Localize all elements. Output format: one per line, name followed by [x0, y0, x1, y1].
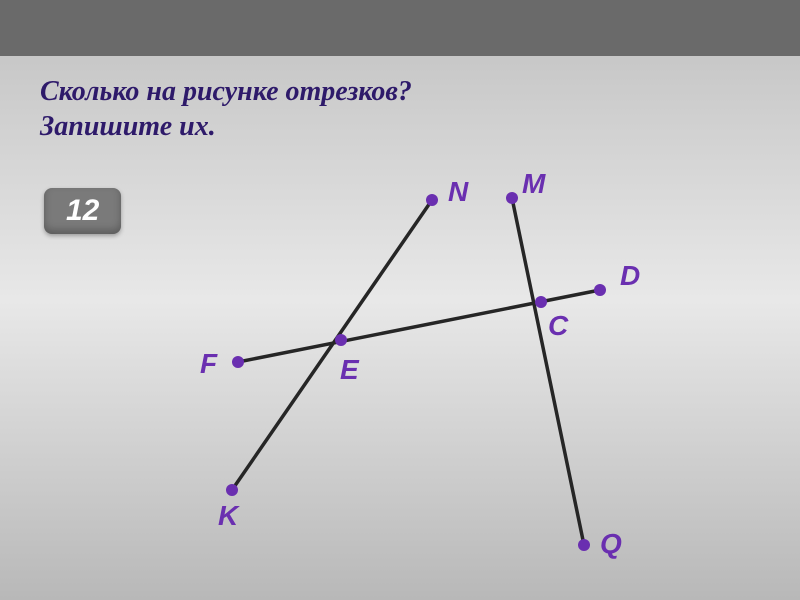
question-line-1: Сколько на рисунке отрезков? [40, 76, 412, 107]
answer-value: 12 [66, 194, 99, 227]
point-label-C: C [548, 310, 568, 342]
point-K [226, 484, 238, 496]
point-label-E: E [340, 354, 359, 386]
point-label-K: K [218, 500, 238, 532]
point-C [535, 296, 547, 308]
question-line-2: Запишите их. [40, 111, 216, 142]
point-label-M: M [522, 168, 545, 200]
point-label-N: N [448, 176, 468, 208]
segment-FD [238, 290, 600, 362]
answer-badge: 12 [44, 188, 121, 234]
point-label-D: D [620, 260, 640, 292]
point-Q [578, 539, 590, 551]
segment-MQ [512, 198, 584, 545]
question-text: Сколько на рисунке отрезков? Запишите их… [0, 56, 800, 154]
segment-KN [232, 200, 432, 490]
point-label-F: F [200, 348, 217, 380]
point-M [506, 192, 518, 204]
point-N [426, 194, 438, 206]
point-D [594, 284, 606, 296]
point-label-Q: Q [600, 528, 622, 560]
point-F [232, 356, 244, 368]
point-E [335, 334, 347, 346]
header-band [0, 0, 800, 56]
